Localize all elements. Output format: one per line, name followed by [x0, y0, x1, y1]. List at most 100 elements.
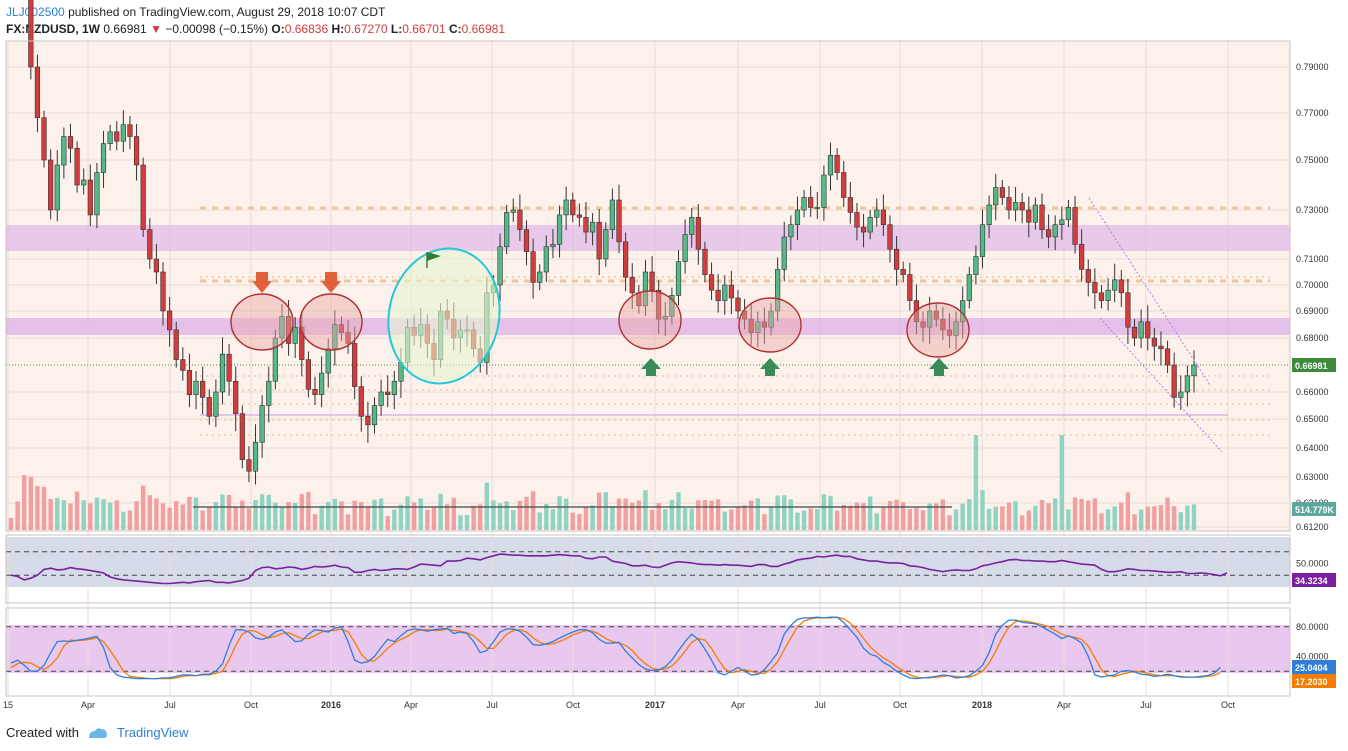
candle-body: [821, 174, 827, 208]
candle: [999, 180, 1005, 205]
candle: [623, 232, 629, 292]
volume-bar: [1152, 506, 1157, 530]
y-tick-label: 0.65000: [1296, 414, 1329, 424]
candle-body: [629, 276, 635, 294]
volume-bar: [1079, 499, 1084, 530]
candle-body: [940, 318, 946, 331]
candle: [252, 424, 259, 485]
tradingview-link[interactable]: TradingView: [116, 725, 189, 740]
candle: [1138, 309, 1144, 349]
candle-body: [1026, 209, 1032, 223]
candle-body: [609, 199, 616, 230]
volume-bar: [1019, 515, 1025, 530]
candle: [107, 124, 113, 151]
candle-body: [41, 117, 47, 161]
candle-body: [272, 337, 278, 382]
volume-bar: [15, 501, 20, 530]
candle: [279, 304, 285, 349]
candle: [186, 353, 193, 408]
candle-body: [1151, 337, 1157, 347]
volume-bar: [947, 515, 952, 530]
candle: [748, 302, 754, 346]
candle: [1085, 259, 1091, 297]
candle: [1184, 365, 1190, 407]
candle: [675, 250, 682, 306]
x-tick-label: 2017: [645, 700, 665, 710]
candle-body: [140, 164, 146, 230]
candle: [761, 307, 768, 344]
volume-bar: [339, 501, 344, 530]
volume-bar: [134, 501, 139, 530]
candle: [1178, 375, 1184, 410]
candle-body: [127, 124, 133, 137]
candle-body: [338, 324, 345, 333]
y-tick-label: 0.63000: [1296, 472, 1329, 482]
candle-body: [305, 359, 312, 390]
candle-body: [133, 136, 140, 166]
candle-body: [213, 391, 219, 417]
candle: [550, 229, 556, 259]
candle-body: [186, 370, 193, 395]
candle: [530, 238, 536, 299]
volume-bar: [22, 475, 27, 530]
candle-body: [61, 136, 67, 166]
candle: [48, 149, 54, 220]
volume-bar: [1053, 498, 1058, 530]
volume-bar: [48, 499, 53, 530]
volume-bar: [749, 500, 754, 530]
arrow-up-icon: [929, 358, 949, 376]
volume-bar: [286, 502, 291, 530]
candle: [583, 202, 589, 244]
last-price-tag: 0.66981: [1295, 361, 1328, 371]
candle: [345, 320, 351, 354]
candle: [1059, 206, 1065, 240]
candle-body: [504, 212, 510, 248]
candle-body: [722, 284, 728, 301]
x-tick-label: Jul: [1140, 700, 1152, 710]
author-link[interactable]: JLJ002500: [6, 5, 65, 19]
candle: [200, 366, 206, 415]
volume-bar: [398, 504, 404, 530]
candle-body: [54, 164, 60, 211]
candle-body: [702, 248, 708, 275]
candle: [94, 163, 100, 229]
volume-bar: [1013, 501, 1018, 530]
y-tick-label: 0.61200: [1296, 522, 1329, 532]
candle: [213, 379, 219, 428]
pattern-circle: [230, 293, 294, 351]
candle: [1092, 268, 1098, 309]
low-label: L:: [390, 22, 403, 36]
candle: [497, 233, 503, 302]
candle: [523, 220, 530, 266]
candle: [940, 306, 946, 341]
candle-body: [114, 131, 120, 142]
candle-body: [768, 310, 774, 328]
volume-bar: [577, 514, 582, 530]
volume-bar: [319, 505, 324, 530]
volume-bar: [418, 498, 423, 530]
candle-body: [682, 234, 688, 262]
volume-bar: [372, 499, 377, 530]
volume-bar: [140, 485, 146, 530]
candle-body: [147, 229, 153, 260]
volume-bar: [563, 498, 569, 530]
candle-body: [1098, 292, 1105, 301]
volume-bar: [967, 499, 972, 530]
volume-bar: [259, 494, 265, 530]
volume-bar: [511, 510, 516, 530]
candle: [596, 209, 602, 276]
candle: [827, 142, 834, 191]
volume-bar: [1066, 509, 1071, 530]
candle: [1079, 229, 1085, 282]
x-tick-label: Apr: [1057, 700, 1071, 710]
candle-body: [1012, 202, 1019, 211]
candle-body: [391, 380, 397, 396]
candle-body: [34, 66, 41, 119]
candle-body: [788, 224, 794, 238]
pane-border: [5, 40, 1291, 532]
x-tick-label: Apr: [81, 700, 95, 710]
candle-body: [1131, 326, 1138, 339]
volume-bar: [1158, 505, 1164, 530]
volume-bar: [471, 505, 476, 530]
